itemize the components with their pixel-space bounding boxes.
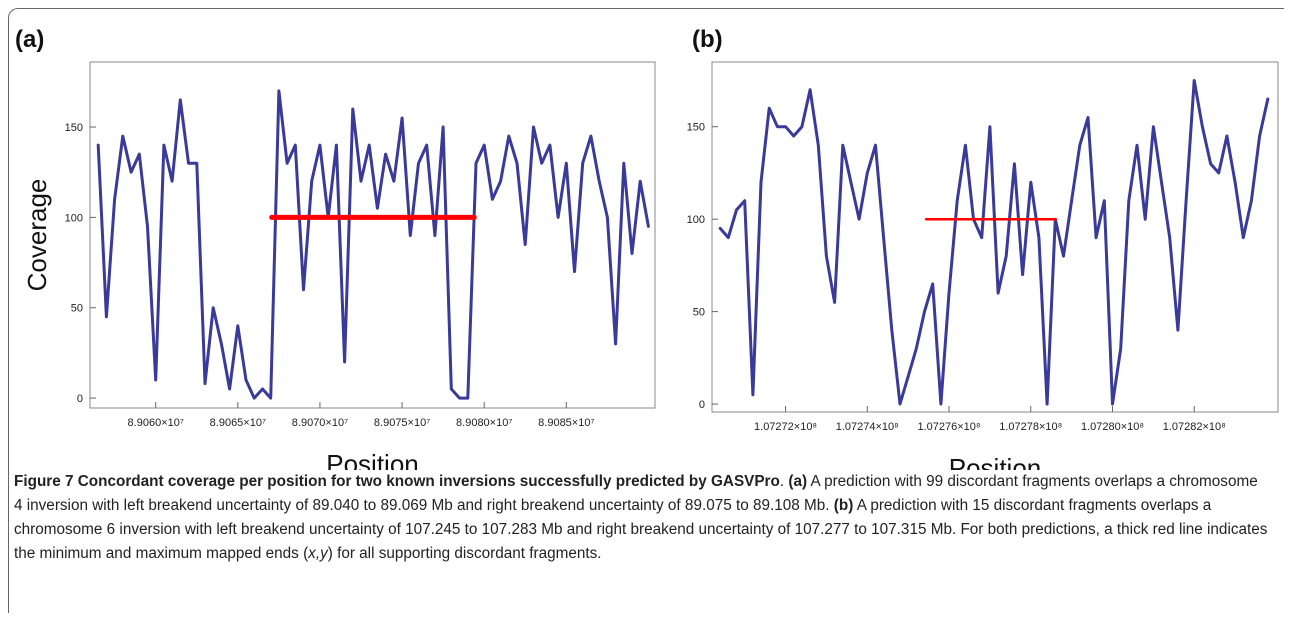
plot-frame <box>711 61 1279 413</box>
x-tick-label: 1.07280×10⁸ <box>1081 421 1144 433</box>
x-tick-label: 1.07272×10⁸ <box>754 421 817 433</box>
y-tick-label: 50 <box>71 303 83 315</box>
x-tick-label: 8.9085×10⁷ <box>538 417 594 429</box>
x-axis-label: Position <box>326 449 419 470</box>
x-tick-label: 8.9075×10⁷ <box>374 417 430 429</box>
x-tick-label: 1.07278×10⁸ <box>999 421 1062 433</box>
caption-text: Figure 7 Concordant coverage per positio… <box>14 473 780 490</box>
y-tick-label: 0 <box>699 399 705 411</box>
series-line <box>96 89 650 400</box>
series-line <box>718 79 1270 406</box>
caption-text: A prediction with 15 discordant fragment… <box>14 497 1268 562</box>
panel-label: (a) <box>15 26 44 53</box>
caption-text: (a) <box>788 473 808 490</box>
x-tick-label: 8.9080×10⁷ <box>456 417 512 429</box>
plot-frame <box>89 61 656 409</box>
x-tick-label: 1.07274×10⁸ <box>836 421 899 433</box>
y-tick-label: 0 <box>77 393 83 405</box>
y-tick-label: 50 <box>693 307 705 319</box>
x-tick-label: 1.07276×10⁸ <box>917 421 980 433</box>
caption: Figure 7 Concordant coverage per positio… <box>14 470 1269 566</box>
caption-text: . <box>779 473 789 490</box>
panel-label: (b) <box>692 26 723 53</box>
y-tick-label: 150 <box>687 122 705 134</box>
x-axis-label: Position <box>949 453 1042 470</box>
caption-text: (b) <box>833 497 854 514</box>
caption-text: A prediction with 99 discordant fragment… <box>14 473 1258 514</box>
y-tick-label: 100 <box>65 212 83 224</box>
caption-text: x,y <box>308 545 328 562</box>
x-tick-label: 1.07282×10⁸ <box>1163 421 1226 433</box>
x-tick-label: 8.9065×10⁷ <box>210 417 266 429</box>
y-tick-label: 100 <box>687 214 705 226</box>
y-axis-label: Coverage <box>22 179 52 292</box>
x-tick-label: 8.9060×10⁷ <box>128 417 184 429</box>
caption-text: ) for all supporting discordant fragment… <box>327 545 602 562</box>
figure-frame <box>8 8 1284 613</box>
figure: 0 50 100 150 8.9060×10⁷ 8.9065×10⁷ 8.9070×10⁷ 8… <box>15 26 1279 470</box>
y-tick-label: 150 <box>65 122 83 134</box>
x-tick-label: 8.9070×10⁷ <box>292 417 348 429</box>
